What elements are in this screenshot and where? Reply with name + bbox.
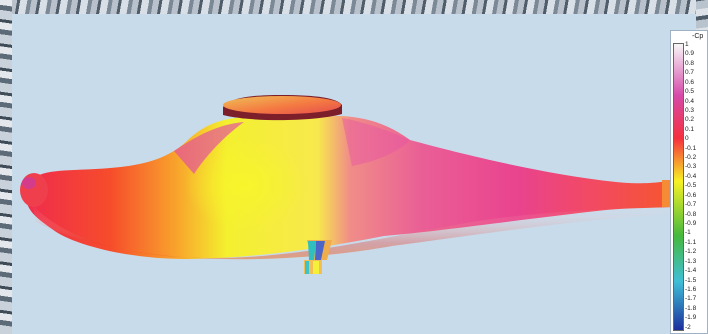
legend-label: -1.1	[685, 238, 697, 246]
legend-color-scale	[673, 43, 684, 331]
fuselage-underside-shade	[32, 204, 674, 260]
legend-label: 0.7	[685, 69, 695, 77]
background-photo-top	[0, 0, 708, 14]
legend-title: -Cp	[692, 33, 704, 40]
legend-labels: 1 0.9 0.8 0.7 0.6 0.5 0.4 0.3 0.2 0.1 0 -0.1 -0.2 -0.…	[685, 41, 707, 331]
legend-label: 0.8	[685, 59, 695, 67]
legend-label: 0	[685, 135, 689, 143]
legend-label: -0.9	[685, 220, 697, 228]
legend-label: -1.9	[685, 314, 697, 322]
rotor-hub-cap	[223, 96, 341, 114]
legend-label: 0.2	[685, 116, 695, 124]
legend-label: -1.5	[685, 276, 697, 284]
legend-label: 1	[685, 41, 689, 48]
legend-label: 0.3	[685, 106, 695, 114]
rear-magenta-patch	[342, 118, 410, 166]
legend-label: -1	[685, 229, 691, 237]
nose-highlight	[22, 177, 36, 189]
legend-label: -0.7	[685, 201, 697, 209]
render-panel: -Cp 1 0.9 0.8 0.7 0.6 0.5 0.4 0.3 0.2 0.1 0 -0.1 -0.…	[12, 14, 708, 334]
front-magenta-patch	[174, 122, 244, 174]
legend-label: -0.4	[685, 172, 697, 180]
legend-label: 0.1	[685, 125, 695, 133]
pressure-highlight	[162, 120, 352, 264]
legend-label: 0.5	[685, 88, 695, 96]
legend-label: -0.6	[685, 191, 697, 199]
legend-label: -0.2	[685, 154, 697, 162]
legend-label: -0.1	[685, 144, 697, 152]
legend-label: -0.5	[685, 182, 697, 190]
legend-label: -1.2	[685, 248, 697, 256]
legend-label: -2	[685, 323, 691, 331]
legend-label: -1.6	[685, 285, 697, 293]
legend-label: -0.3	[685, 163, 697, 171]
pressure-legend: -Cp 1 0.9 0.8 0.7 0.6 0.5 0.4 0.3 0.2 0.1 0 -0.1 -0.…	[670, 30, 708, 334]
legend-label: 0.6	[685, 78, 695, 86]
legend-label: 0.9	[685, 50, 695, 58]
skid-strut	[304, 240, 332, 274]
helicopter-pressure-render	[20, 95, 674, 274]
legend-label: -1.8	[685, 304, 697, 312]
legend-label: 0.4	[685, 97, 695, 105]
legend-label: -1.7	[685, 295, 697, 303]
legend-label: -1.3	[685, 257, 697, 265]
background-photo-left	[0, 0, 12, 334]
legend-label: -0.8	[685, 210, 697, 218]
legend-label: -1.4	[685, 267, 697, 275]
nose-tip	[20, 173, 48, 207]
